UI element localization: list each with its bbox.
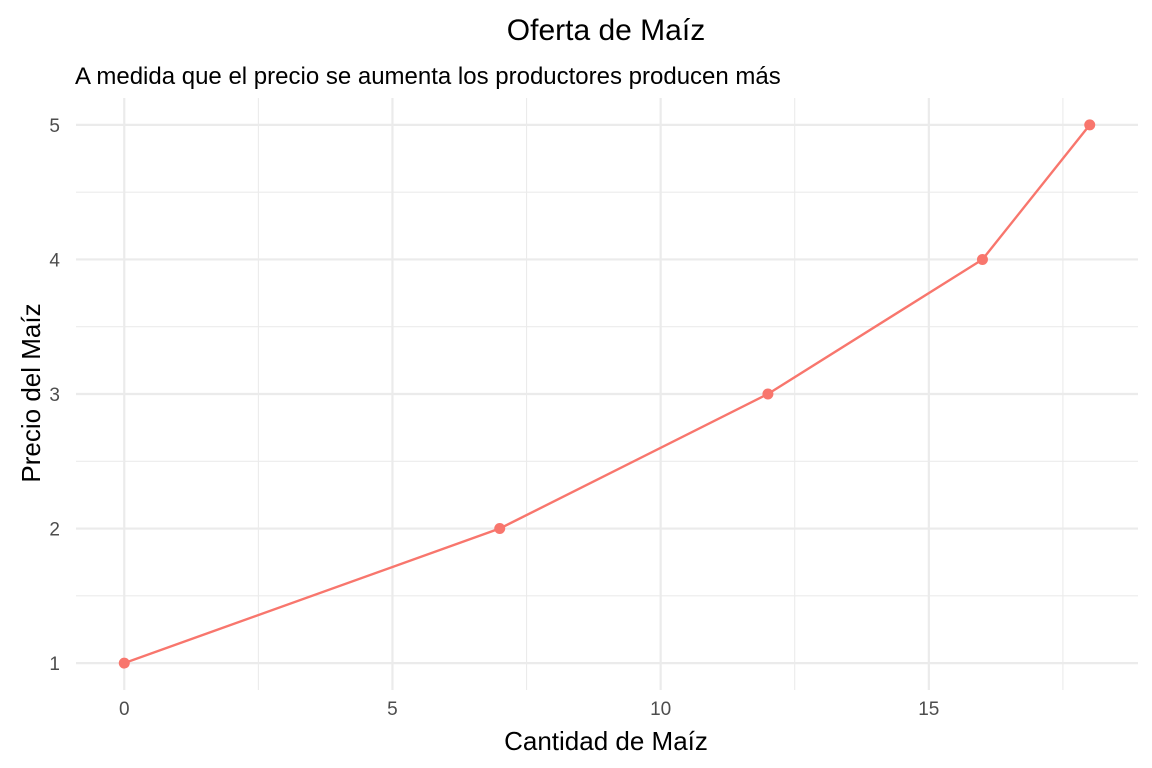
series-layer <box>118 119 1096 669</box>
tick-labels: 0 5 10 15 1 2 3 4 5 <box>49 116 939 720</box>
y-tick-label: 2 <box>49 520 60 541</box>
chart-title: Oferta de Maíz <box>507 14 705 47</box>
x-axis-title: Cantidad de Maíz <box>504 726 708 756</box>
y-axis-title: Precio del Maíz <box>16 303 46 482</box>
data-point <box>494 523 506 535</box>
data-point <box>118 657 130 669</box>
data-point <box>762 388 774 400</box>
chart-subtitle: A medida que el precio se aumenta los pr… <box>75 63 781 90</box>
grid <box>76 98 1138 690</box>
x-tick-label: 5 <box>387 699 398 720</box>
y-tick-label: 5 <box>49 116 60 137</box>
y-tick-label: 4 <box>49 250 60 271</box>
y-tick-label: 1 <box>49 654 60 675</box>
x-tick-label: 10 <box>650 699 671 720</box>
x-tick-label: 15 <box>918 699 939 720</box>
y-tick-label: 3 <box>49 385 60 406</box>
x-tick-label: 0 <box>119 699 130 720</box>
data-point <box>976 253 988 265</box>
data-point <box>1084 119 1096 131</box>
